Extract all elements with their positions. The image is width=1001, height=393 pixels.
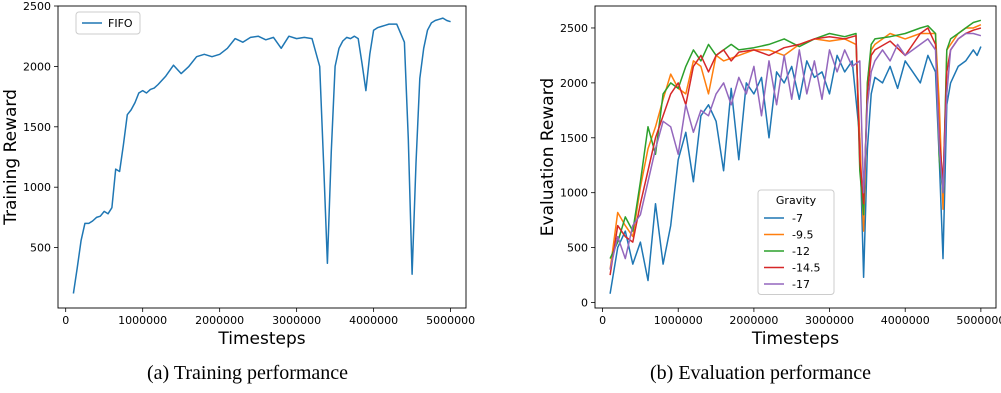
legend-box	[75, 11, 141, 35]
y-tick-label: 1500	[560, 132, 588, 145]
x-tick-label: 1000000	[654, 314, 703, 327]
x-tick-label: 4000000	[881, 314, 930, 327]
x-axis-label: Timesteps	[217, 329, 305, 349]
legend-label: -12	[792, 245, 810, 258]
training-reward-chart: 0 1000000 2000000 3000000 4000000 5000000 500 1…	[1, 0, 475, 349]
y-tick-label: 2000	[23, 60, 51, 73]
legend-label: -7	[792, 212, 803, 225]
y-tick-label: 2500	[560, 22, 588, 35]
series-line-0-0	[72, 17, 451, 294]
x-tick-label: 5000000	[426, 314, 475, 327]
y-tick-label: 2500	[23, 0, 51, 13]
x-tick-label: 3000000	[805, 314, 854, 327]
y-axis-label: Training Reward	[1, 89, 21, 226]
y-tick-label: 1000	[23, 181, 51, 194]
y-tick-label: 500	[567, 242, 588, 255]
series-line-1-0	[609, 46, 982, 294]
y-axis-label: Evaluation Reward	[538, 78, 558, 236]
x-tick-label: 1000000	[118, 314, 167, 327]
x-tick-label: 4000000	[349, 314, 398, 327]
y-tick-label: 1000	[560, 187, 588, 200]
x-axis-label: Timesteps	[751, 329, 839, 349]
x-tick-label: 2000000	[195, 314, 244, 327]
y-tick-label: 2000	[560, 77, 588, 90]
plot-frame	[57, 5, 467, 309]
legend-label: -14.5	[792, 262, 820, 275]
x-tick-label: 3000000	[272, 314, 321, 327]
x-tick-label: 2000000	[729, 314, 778, 327]
y-tick-label: 1500	[23, 121, 51, 134]
y-tick-label: 500	[30, 242, 51, 255]
caption-evaluation: (b) Evaluation performance	[650, 362, 872, 384]
legend-label: -9.5	[792, 229, 813, 242]
evaluation-reward-chart: 0 1000000 2000000 3000000 4000000 5000000 0 500…	[538, 5, 1001, 349]
legend-title: Gravity	[776, 194, 817, 207]
x-tick-label: 0	[599, 314, 606, 327]
legend-label: -17	[792, 278, 810, 291]
x-tick-label: 0	[62, 314, 69, 327]
series-line-1-4	[609, 32, 982, 270]
x-tick-label: 5000000	[956, 314, 1001, 327]
plot-frame	[594, 5, 997, 309]
legend-label: FIFO	[108, 17, 133, 30]
y-tick-label: 0	[581, 297, 588, 310]
legend-box	[757, 189, 835, 295]
caption-training: (a) Training performance	[147, 362, 349, 384]
